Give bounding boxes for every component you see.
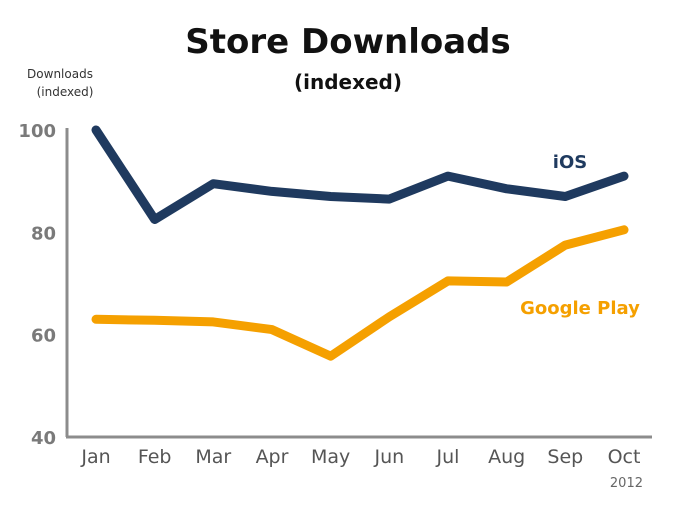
x-tick-label: Jun xyxy=(373,446,404,468)
x-tick-label: Jan xyxy=(80,446,110,468)
series-label-google-play: Google Play xyxy=(520,298,640,319)
x-axis-ticks: Jan Feb Mar Apr May Jun Jul Aug Sep Oct xyxy=(80,446,640,468)
y-tick-label: 80 xyxy=(31,223,56,244)
series-line-ios xyxy=(91,125,629,224)
x-tick-label: May xyxy=(311,446,350,468)
x-tick-label: Jul xyxy=(436,446,460,468)
chart-title: Store Downloads xyxy=(185,22,511,62)
y-axis-label-line-2: (indexed) xyxy=(37,85,94,99)
x-tick-label: Feb xyxy=(138,446,172,468)
y-tick-label: 60 xyxy=(31,326,56,347)
y-tick-label: 40 xyxy=(31,428,56,449)
x-tick-label: Aug xyxy=(488,446,525,468)
y-axis-label-line-1: Downloads xyxy=(27,67,93,81)
series-label-ios: iOS xyxy=(553,152,587,173)
chart-subtitle: (indexed) xyxy=(294,70,402,94)
x-tick-label: Apr xyxy=(256,446,289,468)
series-lines xyxy=(91,125,629,361)
x-tick-label: Sep xyxy=(547,446,583,468)
y-tick-label: 100 xyxy=(18,121,56,142)
series-line-google-play xyxy=(91,225,629,361)
y-axis-ticks: 40 60 80 100 xyxy=(18,121,56,449)
x-tick-label: Mar xyxy=(195,446,231,468)
x-tick-label: Oct xyxy=(608,446,641,468)
year-note: 2012 xyxy=(610,476,643,491)
